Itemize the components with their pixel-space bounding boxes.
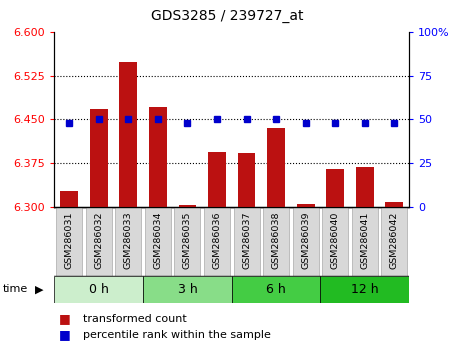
Bar	[90, 109, 107, 207]
Bar	[297, 204, 315, 207]
Text: 0 h: 0 h	[89, 283, 109, 296]
Bar	[175, 207, 201, 276]
Text: GSM286032: GSM286032	[94, 211, 103, 269]
Text: transformed count: transformed count	[83, 314, 186, 324]
Text: GSM286039: GSM286039	[301, 211, 310, 269]
Bar	[237, 153, 255, 207]
Bar	[143, 276, 232, 303]
Text: percentile rank within the sample: percentile rank within the sample	[83, 330, 271, 339]
Bar	[115, 207, 141, 276]
Bar	[293, 207, 319, 276]
Bar	[145, 207, 171, 276]
Bar	[352, 207, 378, 276]
Bar	[178, 205, 196, 207]
Text: ▶: ▶	[35, 284, 43, 295]
Bar	[267, 128, 285, 207]
Text: GSM286040: GSM286040	[331, 212, 340, 269]
Bar	[320, 276, 409, 303]
Bar	[119, 62, 137, 207]
Bar	[322, 207, 348, 276]
Bar	[56, 207, 82, 276]
Bar	[326, 169, 344, 207]
Text: time: time	[2, 284, 27, 295]
Text: GSM286035: GSM286035	[183, 211, 192, 269]
Bar	[381, 207, 407, 276]
Bar	[234, 207, 260, 276]
Text: GSM286033: GSM286033	[124, 211, 133, 269]
Text: ■: ■	[59, 312, 71, 325]
Bar	[204, 207, 230, 276]
Text: GSM286038: GSM286038	[272, 211, 280, 269]
Text: 3 h: 3 h	[177, 283, 197, 296]
Text: GSM286037: GSM286037	[242, 211, 251, 269]
Bar	[208, 152, 226, 207]
Text: GSM286042: GSM286042	[390, 212, 399, 269]
Bar	[385, 202, 403, 207]
Text: GSM286031: GSM286031	[65, 211, 74, 269]
Bar	[263, 207, 289, 276]
Bar	[61, 191, 78, 207]
Bar	[232, 276, 320, 303]
Text: GSM286041: GSM286041	[360, 212, 369, 269]
Text: 6 h: 6 h	[266, 283, 286, 296]
Bar	[149, 107, 166, 207]
Text: GDS3285 / 239727_at: GDS3285 / 239727_at	[151, 9, 303, 23]
Text: ■: ■	[59, 328, 71, 341]
Text: 12 h: 12 h	[351, 283, 378, 296]
Bar	[356, 167, 374, 207]
Text: GSM286034: GSM286034	[153, 211, 162, 269]
Bar	[86, 207, 112, 276]
Bar	[54, 276, 143, 303]
Text: GSM286036: GSM286036	[212, 211, 221, 269]
